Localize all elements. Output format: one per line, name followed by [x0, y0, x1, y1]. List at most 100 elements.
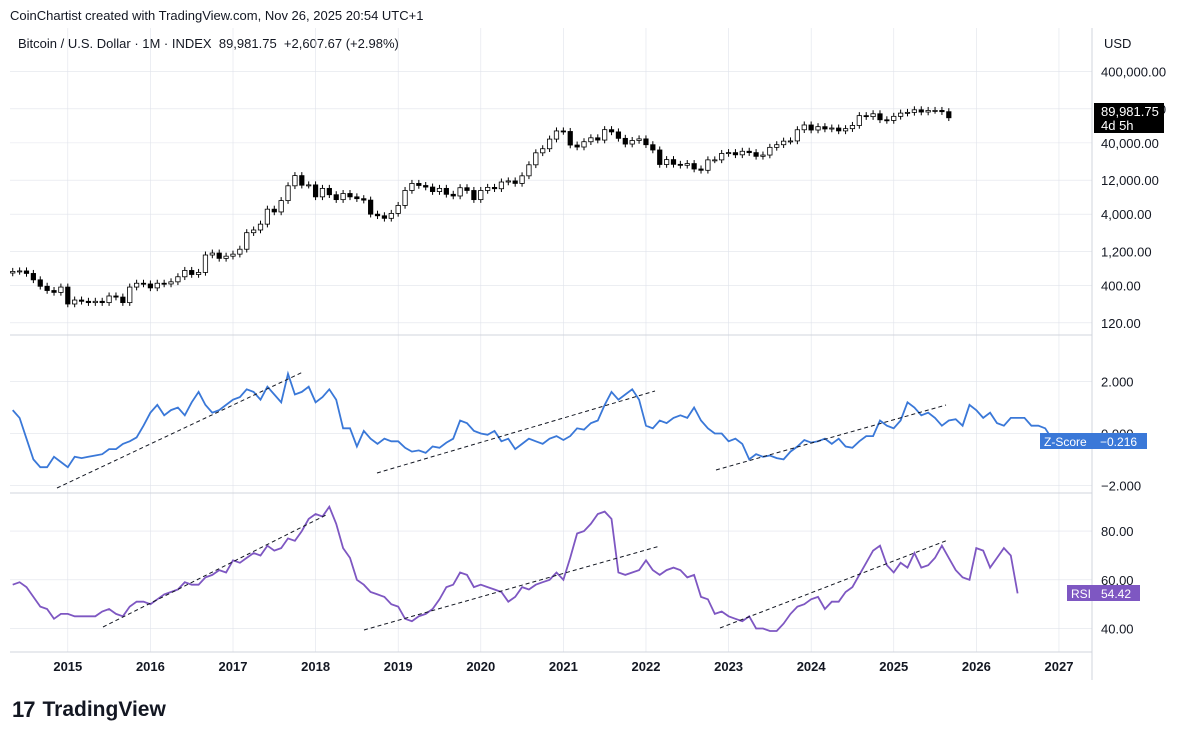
candle[interactable] — [292, 172, 298, 190]
candle[interactable] — [361, 195, 367, 204]
candle[interactable] — [478, 186, 484, 203]
candle[interactable] — [677, 160, 683, 169]
candle[interactable] — [23, 267, 30, 277]
candle[interactable] — [946, 108, 952, 122]
candle[interactable] — [257, 220, 264, 234]
candle[interactable] — [354, 193, 360, 202]
candle[interactable] — [285, 182, 291, 204]
candle[interactable] — [884, 116, 890, 124]
candle[interactable] — [519, 172, 525, 187]
rsi-badge[interactable]: RSI 54.42 — [1067, 585, 1140, 601]
candle[interactable] — [595, 134, 601, 144]
candle[interactable] — [127, 283, 133, 306]
candle[interactable] — [251, 226, 257, 236]
tradingview-footer[interactable]: 17 TradingView — [12, 697, 166, 723]
last-price-badge[interactable]: 89,981.75 4d 5h — [1094, 103, 1164, 133]
candle[interactable] — [870, 110, 876, 120]
candle[interactable] — [72, 296, 78, 308]
candle[interactable] — [767, 143, 773, 159]
candle[interactable] — [189, 266, 195, 278]
rsi-trendline-2019[interactable] — [363, 545, 661, 631]
candle[interactable] — [409, 179, 415, 194]
candle[interactable] — [485, 183, 491, 194]
candle[interactable] — [526, 161, 532, 180]
candle[interactable] — [925, 106, 931, 116]
candle[interactable] — [333, 191, 339, 203]
candle[interactable] — [581, 138, 587, 151]
trendlines[interactable] — [56, 371, 949, 631]
candle[interactable] — [760, 151, 766, 160]
candle[interactable] — [237, 245, 243, 258]
candle[interactable] — [719, 149, 725, 164]
candle[interactable] — [684, 160, 690, 169]
candle[interactable] — [622, 134, 628, 148]
candle[interactable] — [51, 287, 57, 296]
candle[interactable] — [739, 147, 745, 159]
candle[interactable] — [732, 149, 739, 159]
candle[interactable] — [388, 209, 394, 222]
candle[interactable] — [374, 210, 381, 220]
candle[interactable] — [278, 197, 284, 216]
candle[interactable] — [863, 112, 869, 120]
candle[interactable] — [842, 125, 849, 135]
candle[interactable] — [457, 184, 463, 200]
candle[interactable] — [368, 196, 374, 218]
candle[interactable] — [216, 249, 222, 262]
candle[interactable] — [154, 279, 160, 292]
candle[interactable] — [402, 186, 408, 209]
candle[interactable] — [134, 279, 140, 291]
zscore-line[interactable] — [12, 370, 1053, 469]
candle[interactable] — [58, 283, 64, 296]
candle[interactable] — [113, 292, 119, 301]
candle[interactable] — [533, 149, 539, 169]
candle[interactable] — [891, 112, 897, 124]
candle[interactable] — [65, 283, 71, 308]
candle[interactable] — [512, 177, 518, 187]
candle[interactable] — [636, 135, 642, 144]
candle[interactable] — [574, 141, 580, 151]
candle[interactable] — [650, 141, 656, 154]
candle[interactable] — [312, 181, 319, 201]
candle[interactable] — [161, 279, 167, 288]
candle[interactable] — [725, 149, 732, 157]
candle[interactable] — [629, 136, 635, 148]
price-pane[interactable] — [10, 106, 952, 308]
candle[interactable] — [423, 181, 429, 191]
candle[interactable] — [808, 121, 814, 134]
candle[interactable] — [182, 266, 188, 281]
candle[interactable] — [92, 297, 98, 306]
candle[interactable] — [774, 141, 780, 151]
candle[interactable] — [340, 189, 346, 203]
candle[interactable] — [670, 156, 677, 168]
candle[interactable] — [78, 296, 85, 305]
candle[interactable] — [939, 106, 945, 115]
candle[interactable] — [822, 123, 828, 133]
candle[interactable] — [30, 269, 36, 284]
candle[interactable] — [588, 134, 594, 145]
candle[interactable] — [657, 146, 663, 168]
candle[interactable] — [464, 184, 470, 194]
candle[interactable] — [856, 112, 862, 129]
candle[interactable] — [264, 205, 270, 228]
candle[interactable] — [698, 165, 704, 174]
candle[interactable] — [801, 121, 807, 134]
candle[interactable] — [416, 179, 422, 189]
candle[interactable] — [491, 183, 498, 192]
candle[interactable] — [106, 292, 112, 306]
candle[interactable] — [175, 273, 181, 286]
candle[interactable] — [17, 267, 23, 275]
candle[interactable] — [712, 156, 718, 164]
candle[interactable] — [319, 184, 326, 201]
rsi-pane[interactable] — [12, 504, 1019, 632]
candle[interactable] — [540, 145, 546, 157]
candle[interactable] — [904, 108, 911, 117]
candle[interactable] — [10, 267, 16, 277]
candle[interactable] — [849, 121, 856, 132]
candle[interactable] — [836, 124, 842, 135]
candle[interactable] — [602, 126, 608, 144]
candle[interactable] — [306, 181, 312, 189]
candle[interactable] — [498, 178, 505, 192]
candle[interactable] — [44, 282, 50, 294]
candle[interactable] — [691, 160, 697, 173]
candle[interactable] — [705, 156, 711, 174]
